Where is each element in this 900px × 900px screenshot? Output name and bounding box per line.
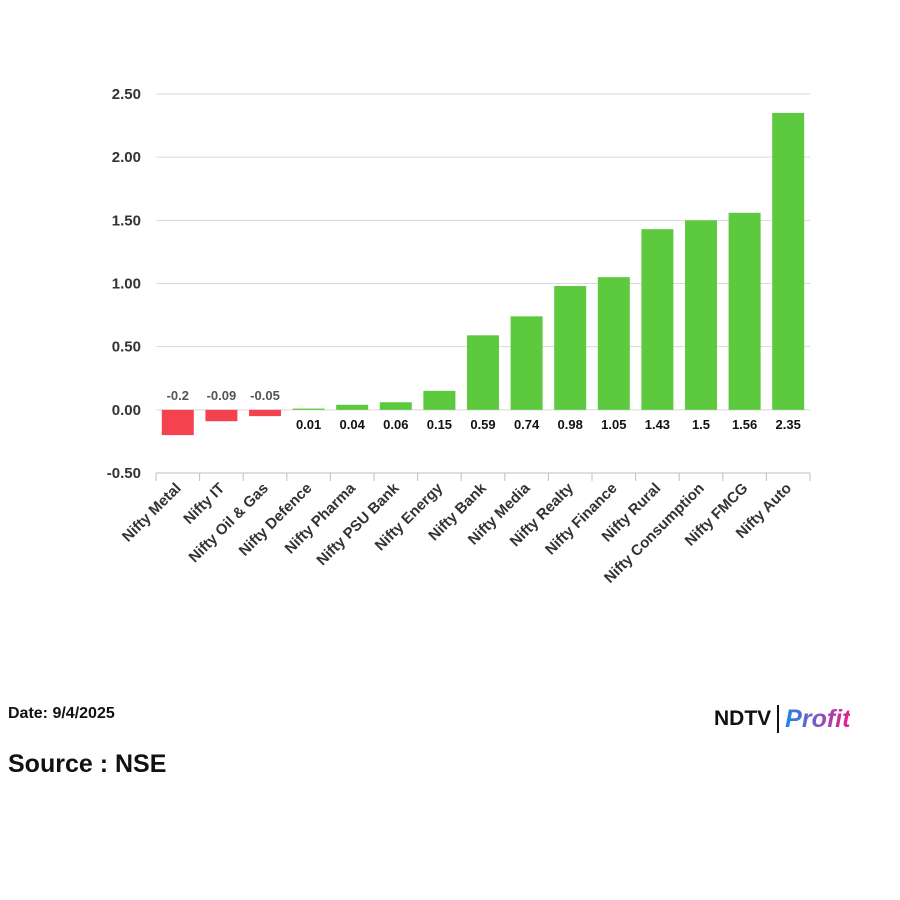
ndtv-profit-logo: NDTV Profit [714,702,850,736]
bar [597,277,630,410]
category-label: Nifty Metal [119,480,185,546]
data-label: 1.5 [692,417,710,432]
data-label: -0.05 [250,388,280,403]
source-label: Source : NSE [8,750,167,778]
y-tick-label: 2.00 [112,149,141,166]
y-tick-label: 1.00 [112,276,141,293]
data-label: 0.74 [514,417,540,432]
bar [161,409,194,436]
bar [423,390,456,410]
data-label: 1.05 [601,417,626,432]
brand-profit: Profit [785,704,851,733]
bar [685,220,717,410]
bar [292,408,325,410]
bar [510,316,543,410]
y-tick-label: 1.50 [112,212,141,229]
date-label: Date: 9/4/2025 [8,705,115,722]
data-label: 0.59 [470,417,495,432]
y-tick-label: 0.50 [112,339,141,356]
data-label: 1.56 [732,417,757,432]
bar [205,409,238,422]
brand-divider [777,705,780,733]
bar [249,409,281,417]
bar [554,286,587,410]
bar [772,112,805,410]
bars [161,112,805,436]
data-label: 0.15 [427,417,452,432]
bar [467,335,499,410]
data-label: 2.35 [776,417,801,432]
data-label: -0.09 [207,388,237,403]
data-label: 0.01 [296,417,321,432]
bar [641,229,674,410]
data-label: -0.2 [167,388,189,403]
bar [379,402,412,410]
y-tick-label: 2.50 [112,86,141,103]
y-tick-label: 0.00 [112,402,141,419]
y-axis-ticks: -0.50 0.00 0.50 1.00 1.50 2.00 2.50 [107,86,141,482]
data-label: 1.43 [645,417,670,432]
data-label: 0.06 [383,417,408,432]
bar [728,212,761,410]
y-tick-label: -0.50 [107,465,141,482]
brand-ndtv: NDTV [714,707,772,730]
data-labels: -0.2 -0.09 -0.05 0.01 0.04 0.06 0.15 0.59 0.74 0.… [167,388,801,432]
data-label: 0.98 [558,417,583,432]
bar [336,404,369,410]
data-label: 0.04 [340,417,366,432]
